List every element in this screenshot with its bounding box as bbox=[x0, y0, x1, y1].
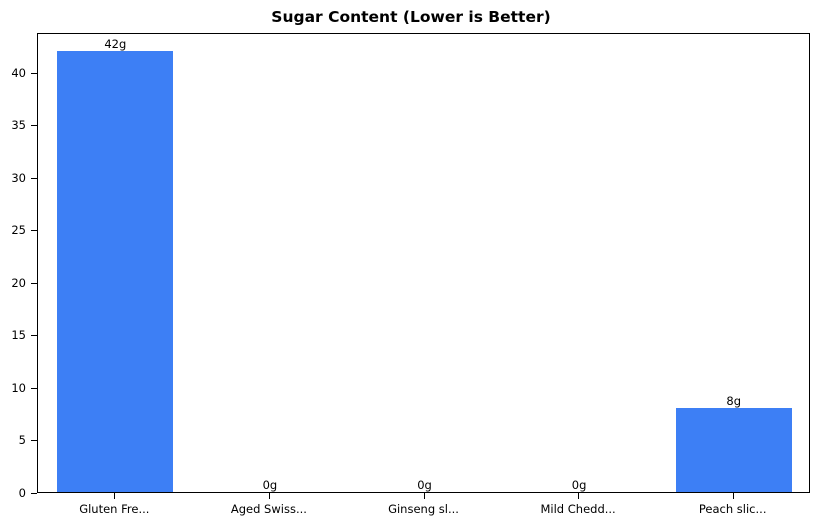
y-tick-label: 20 bbox=[11, 275, 26, 290]
x-tick-label: Peach slic... bbox=[698, 502, 767, 516]
x-tick-mark bbox=[732, 493, 734, 499]
x-tick-mark bbox=[114, 493, 116, 499]
y-tick-label: 30 bbox=[11, 170, 26, 185]
y-tick-mark bbox=[31, 177, 37, 179]
y-tick-mark bbox=[31, 440, 37, 442]
x-tick-label: Ginseng sl... bbox=[388, 502, 459, 516]
bar-value-label: 0g bbox=[417, 478, 432, 492]
chart-title: Sugar Content (Lower is Better) bbox=[271, 8, 551, 26]
y-tick-label: 0 bbox=[18, 486, 26, 500]
x-tick-mark bbox=[578, 493, 580, 499]
y-tick-mark bbox=[31, 72, 37, 74]
bar-value-label: 0g bbox=[262, 478, 278, 492]
bar[interactable] bbox=[675, 407, 792, 492]
y-tick-label: 5 bbox=[18, 433, 26, 448]
y-tick-mark bbox=[31, 335, 37, 337]
bar-value-label: 42g bbox=[104, 36, 127, 51]
x-tick-label: Aged Swiss... bbox=[230, 502, 307, 516]
y-tick-mark bbox=[31, 387, 37, 389]
y-tick-label: 25 bbox=[11, 223, 26, 238]
plot-area: 42g 0g 0g 0g 8g bbox=[37, 33, 810, 493]
bar[interactable] bbox=[57, 50, 174, 492]
y-tick-label: 10 bbox=[11, 380, 26, 395]
y-tick-label: 15 bbox=[11, 328, 26, 343]
x-tick-mark bbox=[268, 493, 270, 499]
x-tick-label: Gluten Fre... bbox=[79, 502, 150, 516]
y-tick-mark bbox=[31, 125, 37, 127]
bar-value-label: 8g bbox=[726, 393, 741, 408]
x-tick-mark bbox=[423, 493, 425, 499]
bars-layer: 42g 0g 0g 0g 8g bbox=[38, 34, 809, 492]
y-tick-label: 40 bbox=[11, 65, 26, 80]
bar-value-label: 0g bbox=[571, 478, 587, 492]
y-tick-label: 35 bbox=[11, 118, 26, 133]
x-tick-label: Mild Chedd... bbox=[540, 502, 616, 516]
y-tick-mark bbox=[31, 493, 37, 494]
y-tick-mark bbox=[31, 230, 37, 232]
y-tick-mark bbox=[31, 282, 37, 284]
